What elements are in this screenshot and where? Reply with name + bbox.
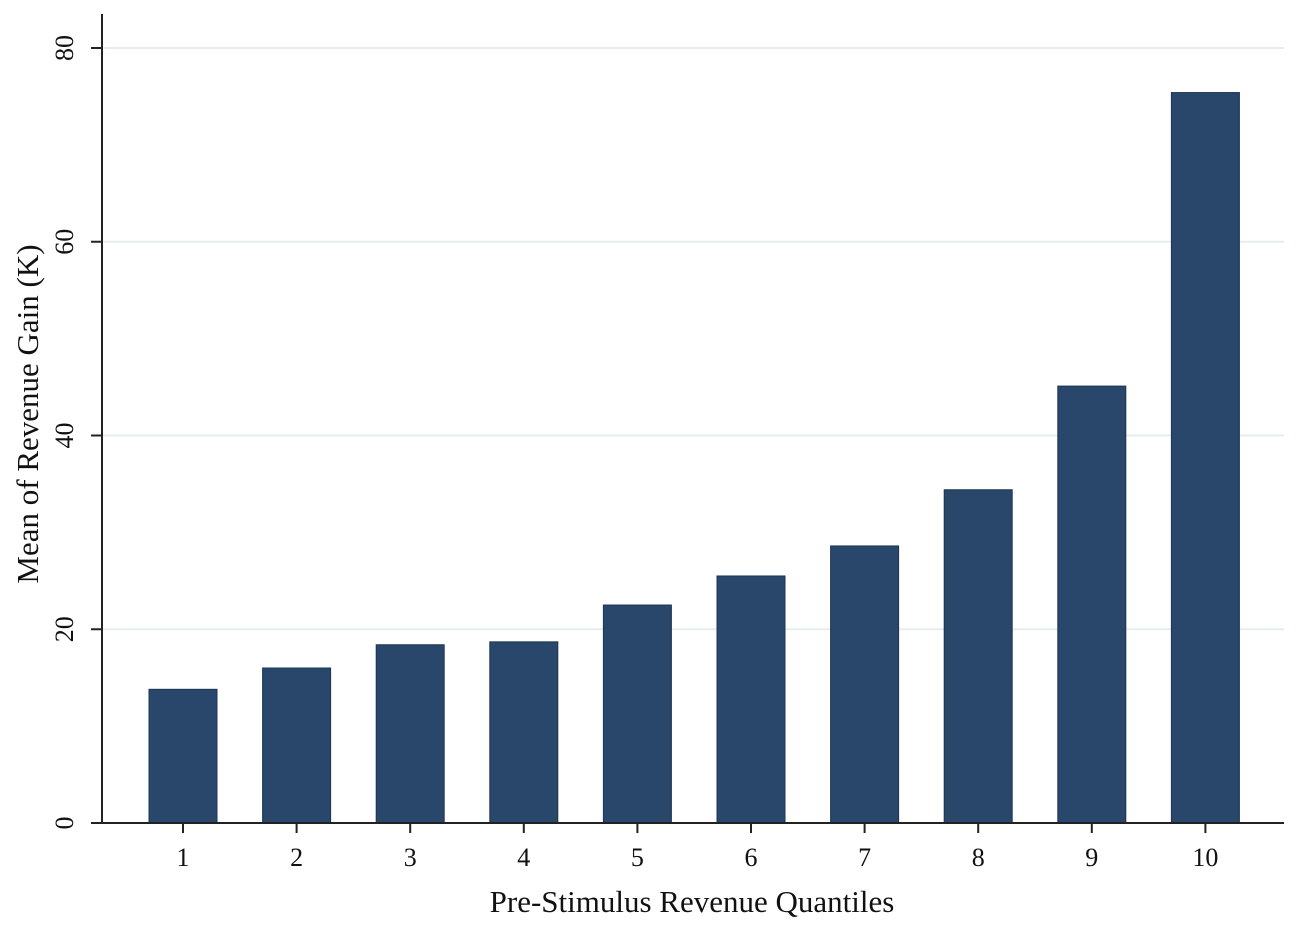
- bar-2: [262, 667, 332, 824]
- y-tick-label-20: 20: [50, 616, 79, 642]
- bar-6: [716, 575, 786, 824]
- y-tick-label-40: 40: [50, 423, 79, 449]
- x-tick-label-6: 6: [745, 843, 758, 872]
- bar-9: [1057, 385, 1127, 824]
- axes: [101, 14, 1284, 824]
- bar-10: [1170, 92, 1240, 824]
- x-tick-label-9: 9: [1085, 843, 1098, 872]
- bars: [148, 92, 1240, 824]
- bar-7: [830, 545, 900, 824]
- y-axis-title: Mean of Revenue Gain (K): [10, 244, 45, 583]
- x-tick-label-10: 10: [1192, 843, 1218, 872]
- x-tick-label-3: 3: [404, 843, 417, 872]
- x-tick-label-7: 7: [858, 843, 871, 872]
- y-ticks: 0 20 40 60 80: [50, 35, 102, 830]
- x-tick-label-1: 1: [177, 843, 190, 872]
- bar-8: [943, 489, 1013, 824]
- bar-3: [375, 644, 445, 824]
- x-ticks: 1 2 3 4 5 6 7 8 9 10: [177, 823, 1218, 872]
- y-tick-label-0: 0: [50, 817, 79, 830]
- y-tick-label-80: 80: [50, 35, 79, 61]
- x-tick-label-2: 2: [290, 843, 303, 872]
- x-tick-label-8: 8: [972, 843, 985, 872]
- x-tick-label-4: 4: [517, 843, 530, 872]
- bar-1: [148, 688, 218, 824]
- bar-4: [489, 641, 559, 824]
- bar-5: [602, 604, 672, 824]
- x-axis-title: Pre-Stimulus Revenue Quantiles: [490, 884, 895, 919]
- x-tick-label-5: 5: [631, 843, 644, 872]
- y-tick-label-60: 60: [50, 229, 79, 255]
